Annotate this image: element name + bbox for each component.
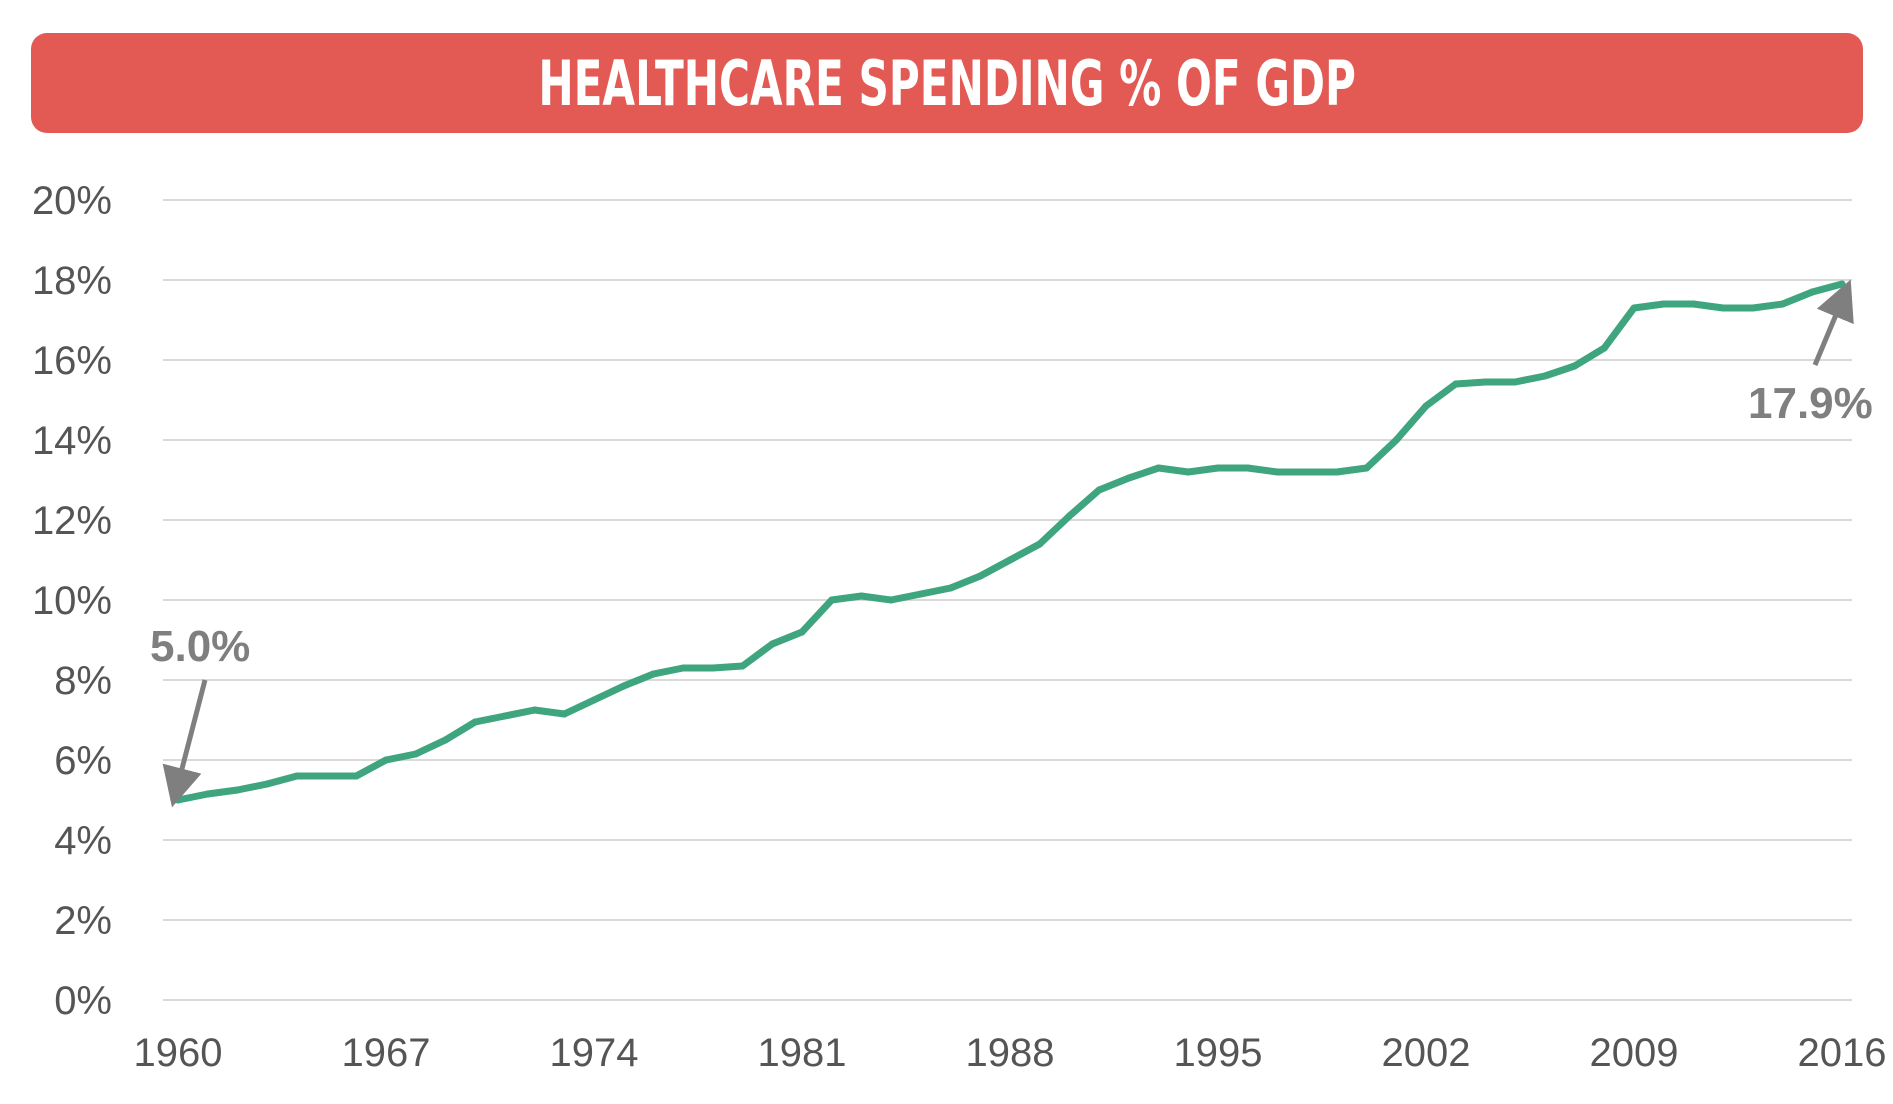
data-point-1980 — [768, 640, 776, 648]
x-tick-label: 2002 — [1382, 1031, 1471, 1075]
data-point-2010 — [1660, 300, 1668, 308]
x-tick-label: 2009 — [1590, 1031, 1679, 1075]
data-point-1970 — [471, 718, 479, 726]
x-tick-label: 1960 — [134, 1031, 223, 1075]
x-tick-label: 2016 — [1798, 1031, 1887, 1075]
data-point-1963 — [263, 780, 271, 788]
data-point-2011 — [1689, 300, 1697, 308]
data-point-2008 — [1600, 344, 1608, 352]
data-point-2015 — [1808, 288, 1816, 296]
data-point-1969 — [441, 736, 449, 744]
data-point-1976 — [649, 670, 657, 678]
data-point-1982 — [828, 596, 836, 604]
data-point-1962 — [233, 786, 241, 794]
data-point-2000 — [1363, 464, 1371, 472]
y-tick-label: 18% — [32, 259, 112, 303]
y-tick-label: 6% — [54, 739, 112, 783]
annotation-start-arrow — [162, 679, 208, 808]
x-tick-label: 1995 — [1174, 1031, 1263, 1075]
data-point-2007 — [1571, 362, 1579, 370]
data-point-1960 — [174, 796, 182, 804]
data-point-1994 — [1184, 468, 1192, 476]
data-point-1991 — [1095, 486, 1103, 494]
data-point-1965 — [323, 772, 331, 780]
data-point-2014 — [1779, 300, 1787, 308]
data-point-1974 — [590, 696, 598, 704]
data-point-2016 — [1838, 280, 1846, 288]
data-point-1985 — [917, 590, 925, 598]
data-point-1993 — [1155, 464, 1163, 472]
x-tick-label: 1981 — [758, 1031, 847, 1075]
annotations: 5.0% 17.9% — [150, 279, 1873, 808]
data-point-1978 — [709, 664, 717, 672]
title-banner: HEALTHCARE SPENDING % OF GDP — [31, 33, 1863, 133]
data-point-1979 — [739, 662, 747, 670]
y-tick-label: 0% — [54, 979, 112, 1023]
annotation-end-label: 17.9% — [1748, 379, 1873, 428]
data-point-1973 — [560, 710, 568, 718]
y-tick-label: 14% — [32, 419, 112, 463]
data-point-1996 — [1244, 464, 1252, 472]
grid-lines — [163, 199, 1852, 1001]
data-point-1999 — [1333, 468, 1341, 476]
data-point-1983 — [857, 592, 865, 600]
y-tick-label: 20% — [32, 179, 112, 223]
x-axis-ticks: 1960 1967 1974 1981 1988 1995 2002 2009 2016 — [134, 1031, 1887, 1075]
data-point-1992 — [1125, 474, 1133, 482]
data-point-1971 — [501, 712, 509, 720]
data-point-1981 — [798, 628, 806, 636]
data-point-1990 — [1065, 512, 1073, 520]
data-point-2005 — [1511, 378, 1519, 386]
data-point-1975 — [620, 682, 628, 690]
y-axis-ticks: 0% 2% 4% 6% 8% 10% 12% 14% 16% 18% 20% — [32, 179, 112, 1023]
data-point-1967 — [382, 756, 390, 764]
data-point-2003 — [1452, 380, 1460, 388]
x-tick-label: 1967 — [342, 1031, 431, 1075]
x-tick-label: 1988 — [966, 1031, 1055, 1075]
data-point-1964 — [293, 772, 301, 780]
data-point-2013 — [1749, 304, 1757, 312]
annotation-end-arrow — [1812, 279, 1854, 366]
data-point-1997 — [1273, 468, 1281, 476]
data-point-1977 — [679, 664, 687, 672]
series-layer — [174, 280, 1846, 804]
data-point-1995 — [1214, 464, 1222, 472]
data-point-2001 — [1392, 436, 1400, 444]
data-point-1988 — [1006, 556, 1014, 564]
annotation-start-label: 5.0% — [150, 622, 250, 671]
data-point-1986 — [947, 584, 955, 592]
data-point-2006 — [1541, 372, 1549, 380]
data-point-1961 — [204, 790, 212, 798]
y-tick-label: 16% — [32, 339, 112, 383]
x-tick-label: 1974 — [550, 1031, 639, 1075]
chart-title: HEALTHCARE SPENDING % OF GDP — [538, 46, 1356, 120]
series-line-0 — [174, 280, 1846, 804]
data-point-1984 — [887, 596, 895, 604]
data-point-1968 — [412, 750, 420, 758]
data-point-1972 — [531, 706, 539, 714]
data-point-1998 — [1303, 468, 1311, 476]
y-tick-label: 2% — [54, 899, 112, 943]
data-point-1987 — [976, 572, 984, 580]
data-point-1989 — [1036, 540, 1044, 548]
data-point-2002 — [1422, 402, 1430, 410]
data-point-2004 — [1481, 378, 1489, 386]
data-point-2009 — [1630, 304, 1638, 312]
y-tick-label: 8% — [54, 659, 112, 703]
data-point-1966 — [352, 772, 360, 780]
y-tick-label: 10% — [32, 579, 112, 623]
data-point-2012 — [1719, 304, 1727, 312]
y-tick-label: 12% — [32, 499, 112, 543]
y-tick-label: 4% — [54, 819, 112, 863]
